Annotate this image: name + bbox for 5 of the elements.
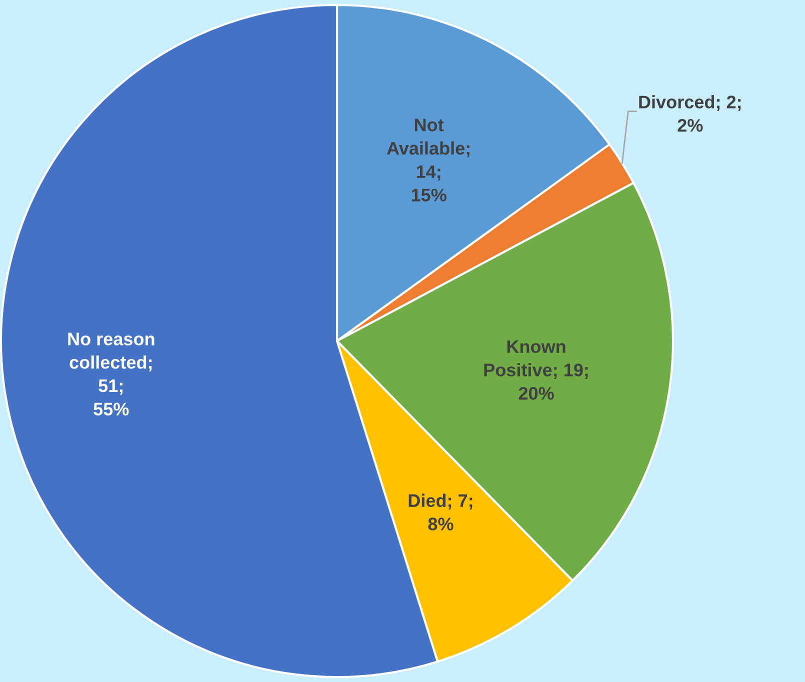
slice-label: Died; 7; 8% [408,494,472,530]
slice-label: Divorced; 2; 2% [639,95,741,132]
slice-label: No reason collected; 51; 55% [68,332,154,416]
slice-label: Not Available; 14; 15% [386,118,470,202]
slice-label: Known Positive; 19; 20% [484,340,588,400]
